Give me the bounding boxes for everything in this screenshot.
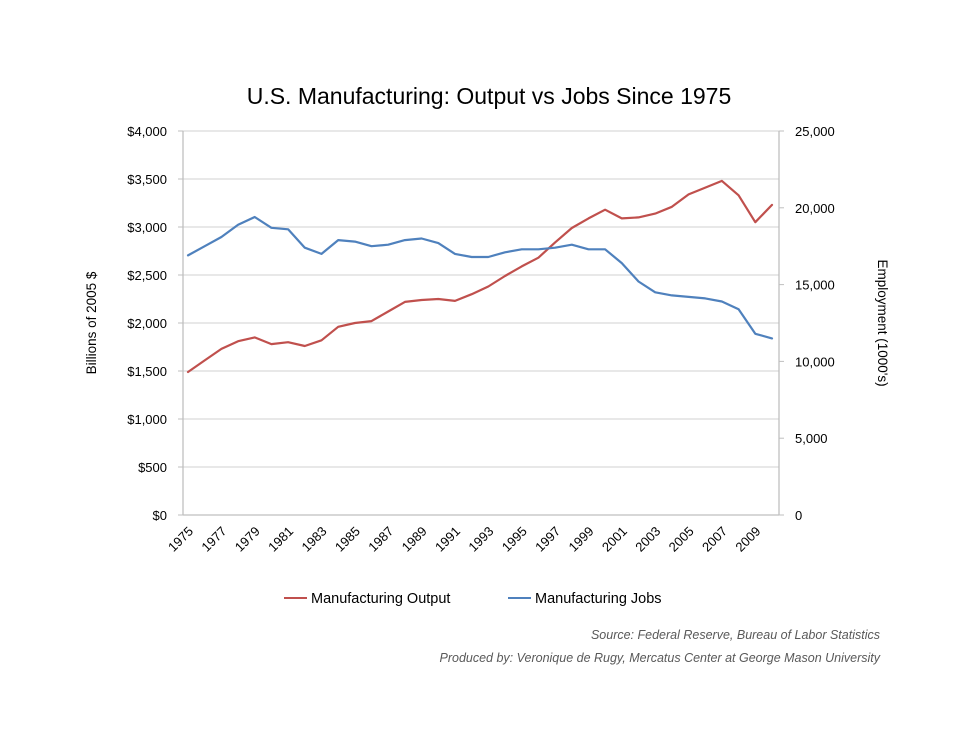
x-tick-label-1987: 1987 (365, 524, 396, 555)
gridlines (183, 130, 779, 468)
x-tick-label-2001: 2001 (599, 524, 630, 555)
y-tick-label-2: $1,000 (127, 412, 167, 427)
x-tick-label-1977: 1977 (198, 524, 229, 555)
series-line-manufacturing-jobs (186, 215, 774, 340)
x-tick-label-1975: 1975 (165, 524, 196, 555)
y2-tick-label-4: 20,000 (795, 201, 835, 216)
series-lines (186, 179, 774, 374)
x-tick-label-1989: 1989 (399, 524, 430, 555)
chart-title: U.S. Manufacturing: Output vs Jobs Since… (247, 83, 732, 109)
x-tick-label-2007: 2007 (699, 524, 730, 555)
y2-axis-label: Employment (1000's) (875, 259, 890, 386)
y-tick-label-8: $4,000 (127, 124, 167, 139)
y-tick-label-4: $2,000 (127, 316, 167, 331)
y-tick-label-5: $2,500 (127, 268, 167, 283)
y-tick-label-0: $0 (153, 508, 167, 523)
x-tick-label-1983: 1983 (299, 524, 330, 555)
y2-tick-label-5: 25,000 (795, 124, 835, 139)
legend-label-jobs: Manufacturing Jobs (535, 591, 662, 607)
y-tick-label-3: $1,500 (127, 364, 167, 379)
y-tick-label-7: $3,500 (127, 172, 167, 187)
y2-axis-ticks: 0 5,000 10,000 15,000 20,000 25,000 (779, 124, 835, 523)
x-tick-label-1981: 1981 (265, 524, 296, 555)
source-note: Source: Federal Reserve, Bureau of Labor… (591, 628, 880, 642)
x-tick-label-1999: 1999 (566, 524, 597, 555)
y2-tick-label-3: 15,000 (795, 278, 835, 293)
x-tick-label-1997: 1997 (532, 524, 563, 555)
y-axis-label: Billions of 2005 $ (84, 271, 99, 374)
x-tick-label-1979: 1979 (232, 524, 263, 555)
y-axis-ticks: $0 $500 $1,000 $1,500 $2,000 $2,500 $3,000 $3,5… (127, 124, 183, 523)
y2-tick-label-2: 10,000 (795, 354, 835, 369)
y-tick-label-1: $500 (138, 460, 167, 475)
x-tick-label-1991: 1991 (432, 524, 463, 555)
x-tick-label-2005: 2005 (666, 524, 697, 555)
x-axis-ticks: 1975 1977 1979 1981 1983 1985 1987 1989 1991 1993… (165, 524, 763, 555)
x-tick-label-2009: 2009 (732, 524, 763, 555)
y2-tick-label-0: 0 (795, 508, 802, 523)
legend-label-output: Manufacturing Output (311, 591, 450, 607)
y2-tick-label-1: 5,000 (795, 431, 828, 446)
x-tick-label-1985: 1985 (332, 524, 363, 555)
series-line-manufacturing-output (186, 179, 774, 374)
x-tick-label-1993: 1993 (465, 524, 496, 555)
x-tick-label-1995: 1995 (499, 524, 530, 555)
y-tick-label-6: $3,000 (127, 220, 167, 235)
producer-note: Produced by: Veronique de Rugy, Mercatus… (440, 651, 881, 665)
legend: Manufacturing Output Manufacturing Jobs (284, 591, 662, 607)
x-tick-label-2003: 2003 (632, 524, 663, 555)
